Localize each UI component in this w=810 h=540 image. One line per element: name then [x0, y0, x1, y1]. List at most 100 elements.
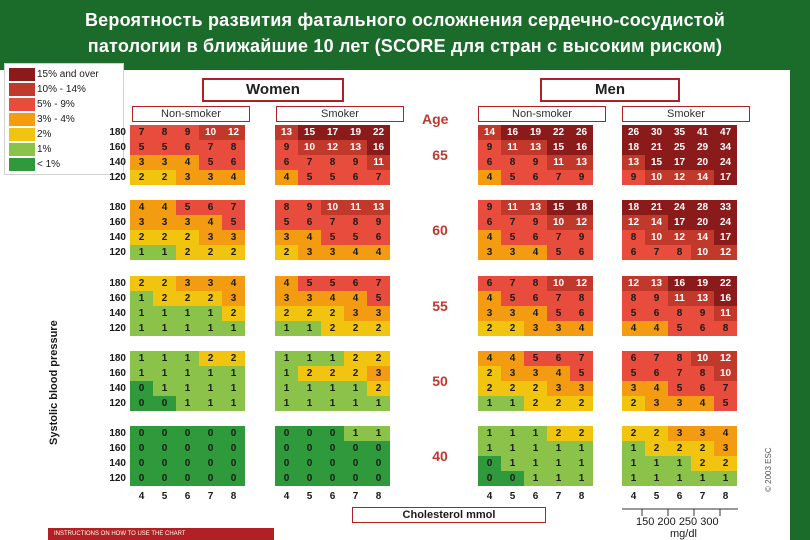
risk-cell: 16 — [367, 140, 390, 155]
risk-cell: 2 — [176, 245, 199, 260]
risk-cell: 8 — [714, 321, 737, 336]
risk-cell: 5 — [668, 381, 691, 396]
women-nonsmoker-label: Non-smoker — [132, 106, 250, 122]
legend-label: 10% - 14% — [37, 84, 86, 95]
legend-item: 15% and over — [9, 68, 119, 81]
risk-cell: 1 — [275, 351, 298, 366]
risk-cell: 4 — [645, 381, 668, 396]
risk-cell: 1 — [547, 456, 570, 471]
risk-cell: 5 — [199, 155, 222, 170]
risk-cell: 1 — [176, 381, 199, 396]
risk-cell: 0 — [199, 426, 222, 441]
risk-cell: 8 — [524, 276, 547, 291]
risk-cell: 1 — [222, 321, 245, 336]
risk-cell: 3 — [478, 306, 501, 321]
risk-cell: 7 — [547, 170, 570, 185]
risk-cell: 13 — [570, 155, 593, 170]
risk-cell: 14 — [691, 230, 714, 245]
risk-cell: 16 — [668, 276, 691, 291]
risk-cell: 2 — [570, 426, 593, 441]
risk-cell: 11 — [714, 306, 737, 321]
risk-cell: 5 — [298, 276, 321, 291]
risk-cell: 1 — [524, 471, 547, 486]
risk-cell: 1 — [298, 351, 321, 366]
risk-cell: 6 — [691, 381, 714, 396]
risk-cell: 17 — [668, 215, 691, 230]
risk-cell: 1 — [130, 306, 153, 321]
risk-cell: 8 — [344, 215, 367, 230]
risk-cell: 1 — [298, 381, 321, 396]
cholesterol-tick-label: 7 — [207, 491, 214, 502]
risk-cell: 2 — [478, 381, 501, 396]
risk-cell: 7 — [570, 351, 593, 366]
sbp-tick-label: 140 — [109, 458, 126, 469]
risk-cell: 0 — [153, 441, 176, 456]
risk-cell: 1 — [298, 396, 321, 411]
risk-cell: 33 — [714, 200, 737, 215]
risk-cell: 4 — [645, 321, 668, 336]
risk-cell: 2 — [298, 306, 321, 321]
risk-cell: 6 — [478, 276, 501, 291]
risk-cell: 9 — [478, 140, 501, 155]
risk-cell: 2 — [478, 321, 501, 336]
risk-cell: 0 — [222, 426, 245, 441]
risk-cell: 2 — [691, 456, 714, 471]
risk-cell: 9 — [645, 291, 668, 306]
sbp-tick-label: 180 — [109, 127, 126, 138]
mgdl-ticks: 150 200 250 300 — [636, 516, 719, 528]
cholesterol-tick-label: 6 — [329, 491, 336, 502]
risk-cell: 4 — [570, 321, 593, 336]
risk-cell: 0 — [298, 456, 321, 471]
risk-cell: 5 — [153, 140, 176, 155]
risk-cell: 1 — [367, 396, 390, 411]
risk-cell: 10 — [691, 351, 714, 366]
risk-cell: 0 — [130, 396, 153, 411]
risk-cell: 5 — [367, 291, 390, 306]
risk-cell: 2 — [524, 396, 547, 411]
risk-cell: 2 — [645, 426, 668, 441]
risk-cell: 47 — [714, 125, 737, 140]
cholesterol-tick-label: 8 — [230, 491, 237, 502]
risk-cell: 3 — [176, 215, 199, 230]
cholesterol-tick-label: 5 — [509, 491, 516, 502]
risk-cell: 0 — [222, 441, 245, 456]
risk-cell: 26 — [622, 125, 645, 140]
risk-cell: 0 — [130, 381, 153, 396]
cholesterol-tick-label: 7 — [555, 491, 562, 502]
sbp-tick-label: 120 — [109, 323, 126, 334]
risk-cell: 2 — [222, 306, 245, 321]
risk-cell: 1 — [298, 321, 321, 336]
risk-cell: 1 — [478, 426, 501, 441]
risk-cell: 8 — [501, 155, 524, 170]
legend-swatch-4 — [9, 128, 35, 141]
risk-cell: 10 — [298, 140, 321, 155]
risk-cell: 5 — [570, 366, 593, 381]
risk-cell: 0 — [153, 426, 176, 441]
risk-cell: 13 — [622, 155, 645, 170]
risk-cell: 5 — [668, 321, 691, 336]
sbp-tick-label: 180 — [109, 278, 126, 289]
chart-title-line2: патологии в ближайшие 10 лет (SCORE для … — [87, 36, 723, 56]
risk-cell: 0 — [130, 441, 153, 456]
legend-item: 10% - 14% — [9, 83, 119, 96]
risk-cell: 2 — [367, 351, 390, 366]
risk-cell: 5 — [547, 306, 570, 321]
legend-label: 3% - 4% — [37, 114, 75, 125]
risk-cell: 2 — [130, 230, 153, 245]
sbp-tick-label: 140 — [109, 232, 126, 243]
risk-cell: 6 — [570, 245, 593, 260]
risk-cell: 1 — [367, 426, 390, 441]
risk-cell: 2 — [367, 381, 390, 396]
risk-cell: 1 — [153, 245, 176, 260]
risk-cell: 0 — [199, 441, 222, 456]
sbp-tick-label: 180 — [109, 353, 126, 364]
risk-cell: 6 — [344, 276, 367, 291]
risk-cell: 12 — [668, 230, 691, 245]
risk-cell: 9 — [275, 140, 298, 155]
risk-cell: 0 — [344, 471, 367, 486]
risk-cell: 1 — [275, 381, 298, 396]
risk-cell: 6 — [176, 140, 199, 155]
y-axis-label: Systolic blood pressure — [48, 320, 60, 445]
risk-cell: 2 — [547, 426, 570, 441]
risk-cell: 1 — [153, 381, 176, 396]
